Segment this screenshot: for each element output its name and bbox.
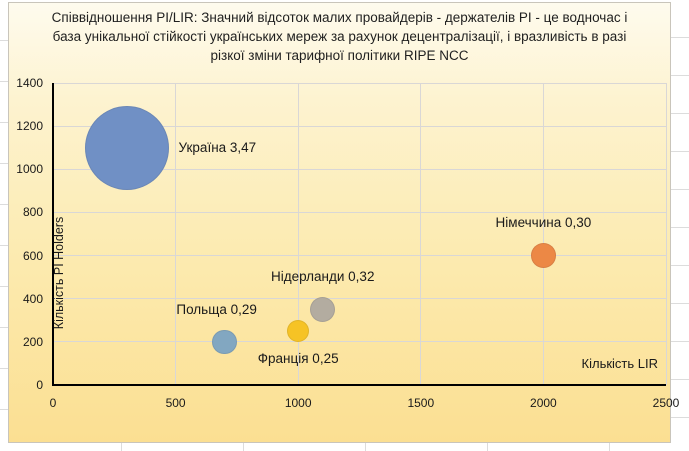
bubble-chart[interactable]: Співвідношення PI/LIR: Значний відсоток … <box>8 2 679 443</box>
horizontal-gridline <box>53 341 666 343</box>
y-axis-line <box>51 83 54 386</box>
data-point-label: Франція 0,25 <box>257 351 339 367</box>
y-tick-label: 1000 <box>16 162 43 177</box>
x-tick-label: 500 <box>165 396 186 410</box>
data-point-label: Польща 0,29 <box>176 301 257 317</box>
horizontal-gridline <box>53 125 666 127</box>
x-tick-label: 1500 <box>407 396 435 410</box>
vertical-gridline <box>297 83 299 385</box>
data-point-bubble <box>212 329 237 354</box>
data-point-bubble <box>84 105 169 190</box>
horizontal-gridline <box>53 255 666 257</box>
x-tick-label: 1000 <box>284 396 312 410</box>
y-tick-label: 800 <box>22 205 43 220</box>
data-point-bubble <box>531 243 556 268</box>
horizontal-gridline <box>53 211 666 213</box>
spreadsheet-strip-left <box>0 0 9 451</box>
y-axis-title: Кількість PI Holders <box>52 216 66 330</box>
y-tick-label: 1200 <box>16 119 43 134</box>
y-tick-label: 400 <box>22 291 43 306</box>
y-tick-label: 0 <box>36 378 43 392</box>
vertical-gridline <box>665 83 667 385</box>
data-point-label: Нідерланди 0,32 <box>270 268 375 284</box>
x-tick-label: 0 <box>49 396 57 410</box>
spreadsheet-strip-right <box>671 0 689 451</box>
horizontal-gridline <box>53 298 666 300</box>
x-tick-label: 2000 <box>530 396 557 410</box>
vertical-gridline <box>175 83 177 385</box>
horizontal-gridline <box>53 82 666 84</box>
data-point-bubble <box>309 296 336 323</box>
spreadsheet-strip-bottom <box>0 442 689 451</box>
x-axis-title: Кількість LIR <box>581 356 658 371</box>
data-point-bubble <box>286 319 310 343</box>
y-tick-label: 1400 <box>16 76 43 90</box>
chart-title: Співвідношення PI/LIR: Значний відсоток … <box>51 10 628 63</box>
y-tick-label: 600 <box>22 248 43 263</box>
vertical-gridline <box>420 83 422 385</box>
data-point-label: Україна 3,47 <box>178 139 257 155</box>
x-axis-line <box>51 384 666 386</box>
x-tick-label: 2500 <box>652 396 680 410</box>
horizontal-gridline <box>53 168 666 170</box>
y-tick-label: 200 <box>22 334 43 349</box>
vertical-gridline <box>542 83 544 385</box>
data-point-label: Німеччина 0,30 <box>495 215 592 231</box>
